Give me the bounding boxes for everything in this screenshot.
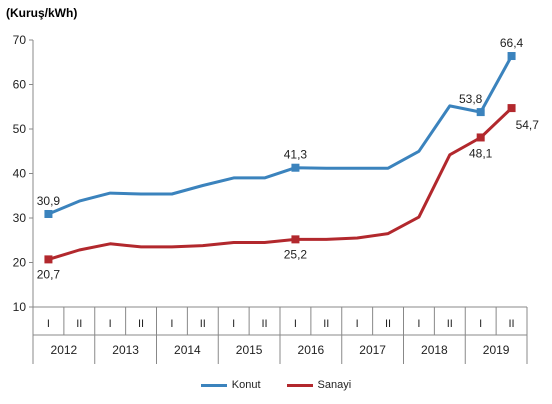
year-label: 2018 <box>421 343 448 357</box>
year-label: 2016 <box>298 343 325 357</box>
data-label-konut: 66,4 <box>500 36 524 50</box>
data-marker-konut <box>476 108 485 117</box>
legend-item-konut: Konut <box>200 379 261 391</box>
legend-swatch-konut <box>200 383 227 387</box>
x-tick-label: I <box>47 318 50 330</box>
x-tick-label: II <box>138 318 144 330</box>
data-marker-konut <box>44 209 53 218</box>
x-tick-label: II <box>447 318 453 330</box>
x-tick-label: II <box>385 318 391 330</box>
y-tick-label: 40 <box>13 167 27 181</box>
data-marker-konut <box>507 52 516 61</box>
x-tick-label: I <box>356 318 359 330</box>
data-label-sanayi: 48,1 <box>469 146 493 160</box>
x-tick-label: I <box>170 318 173 330</box>
data-label-sanayi: 54,7 <box>516 118 540 132</box>
x-tick-label: II <box>76 318 82 330</box>
data-marker-sanayi <box>44 255 53 264</box>
x-tick-label: I <box>109 318 112 330</box>
y-tick-label: 50 <box>13 122 27 136</box>
y-tick-label: 60 <box>13 78 27 92</box>
legend-item-sanayi: Sanayi <box>286 379 352 391</box>
year-label: 2015 <box>236 343 263 357</box>
year-label: 2012 <box>51 343 78 357</box>
x-tick-label: I <box>417 318 420 330</box>
y-tick-label: 70 <box>13 33 27 47</box>
unit-label: (Kuruş/kWh) <box>6 6 78 20</box>
year-label: 2019 <box>483 343 510 357</box>
data-label-konut: 53,8 <box>459 92 483 106</box>
x-tick-label: I <box>294 318 297 330</box>
year-label: 2014 <box>174 343 201 357</box>
data-marker-sanayi <box>291 235 300 244</box>
x-tick-label: I <box>232 318 235 330</box>
legend-swatch-sanayi <box>286 383 313 387</box>
data-marker-sanayi <box>476 133 485 142</box>
data-label-konut: 41,3 <box>284 148 308 162</box>
x-tick-label: II <box>200 318 206 330</box>
data-label-sanayi: 20,7 <box>37 267 61 281</box>
x-tick-label: I <box>479 318 482 330</box>
series-line-sanayi <box>47 107 513 261</box>
legend: Konut Sanayi <box>0 379 552 391</box>
data-label-konut: 30,9 <box>37 194 61 208</box>
x-tick-label: II <box>262 318 268 330</box>
legend-label-konut: Konut <box>231 379 261 391</box>
x-tick-label: II <box>509 318 515 330</box>
series-line-konut <box>47 55 513 216</box>
data-label-sanayi: 25,2 <box>284 247 308 261</box>
data-marker-sanayi <box>507 104 516 113</box>
data-marker-konut <box>291 163 300 172</box>
y-tick-label: 30 <box>13 211 27 225</box>
x-tick-label: II <box>323 318 329 330</box>
y-tick-label: 20 <box>13 256 27 270</box>
year-label: 2017 <box>359 343 386 357</box>
y-tick-label: 10 <box>13 300 27 314</box>
legend-label-sanayi: Sanayi <box>317 379 352 391</box>
year-label: 2013 <box>112 343 139 357</box>
